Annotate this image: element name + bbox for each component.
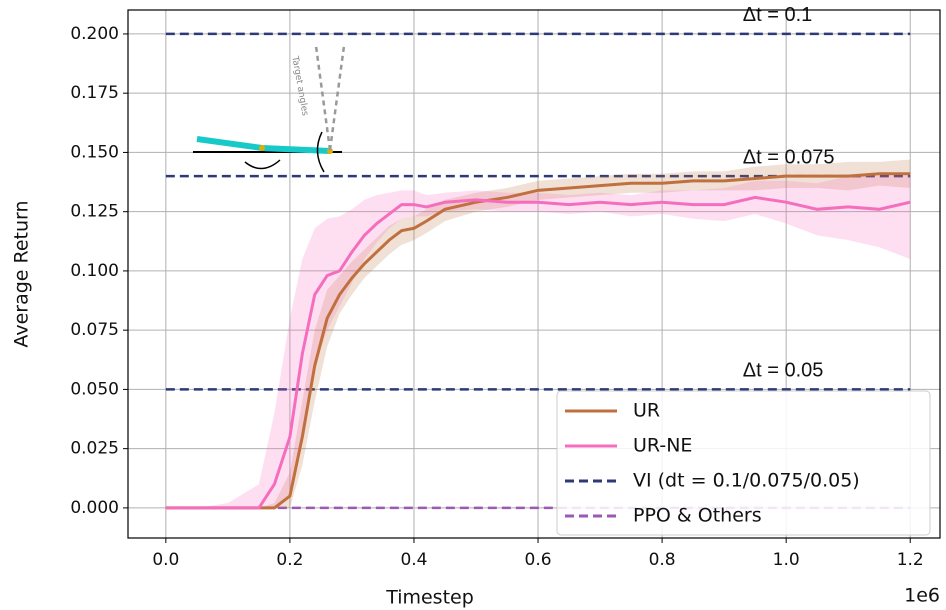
legend-box <box>556 390 931 536</box>
legend-label: VI (dt = 0.1/0.075/0.05) <box>633 470 860 492</box>
x-tick-label: 0.2 <box>276 550 303 570</box>
error-band <box>165 176 911 508</box>
series-line <box>165 195 911 510</box>
x-axis-label: Timestep <box>385 587 474 609</box>
reference-label: Δt = 0.1 <box>743 4 813 26</box>
x-tick-label: 0.4 <box>400 550 427 570</box>
x-tick-label: 1.2 <box>897 550 924 570</box>
y-axis-label: Average Return <box>11 200 33 347</box>
x-tick-label: 0.8 <box>649 550 676 570</box>
reference-label: Δt = 0.05 <box>743 360 824 382</box>
inset-joint <box>327 148 333 154</box>
inset-target <box>314 45 332 151</box>
axes-frame <box>127 9 941 539</box>
inset-joint <box>259 145 265 151</box>
y-tick-label: 0.100 <box>70 261 119 281</box>
series-line <box>165 172 911 510</box>
error-band <box>165 159 911 508</box>
inset-target <box>328 45 346 151</box>
y-tick-label: 0.200 <box>70 24 119 44</box>
x-tick-label: 0.0 <box>152 550 179 570</box>
inset-arrow <box>244 159 281 170</box>
y-tick-label: 0.050 <box>70 379 119 399</box>
y-tick-label: 0.000 <box>70 498 119 518</box>
legend-label: PPO & Others <box>633 505 762 527</box>
legend-label: UR <box>633 400 660 422</box>
inset-arrow <box>316 131 325 173</box>
x-tick-label: 0.6 <box>525 550 552 570</box>
legend-label: UR-NE <box>633 435 692 457</box>
y-tick-label: 0.150 <box>70 142 119 162</box>
y-tick-label: 0.025 <box>70 439 119 459</box>
y-tick-label: 0.075 <box>70 320 119 340</box>
y-tick-label: 0.175 <box>70 83 119 103</box>
x-tick-label: 1.0 <box>773 550 800 570</box>
reference-label: Δt = 0.075 <box>743 146 835 168</box>
y-tick-label: 0.125 <box>70 202 119 222</box>
inset-diagram: Target angles <box>193 45 346 173</box>
inset-label: Target angles <box>289 55 310 117</box>
x-offset-label: 1e6 <box>904 585 940 607</box>
